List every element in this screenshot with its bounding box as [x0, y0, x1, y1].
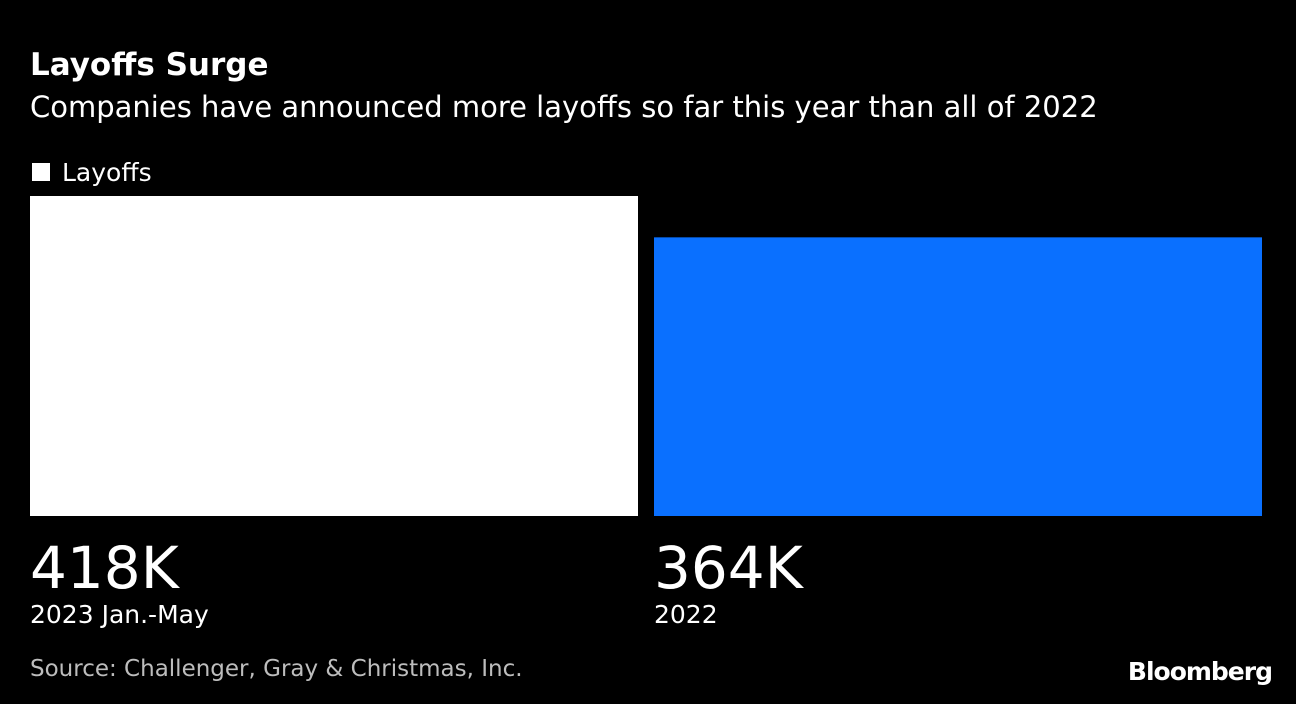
chart-subtitle: Companies have announced more layoffs so… [30, 90, 1098, 124]
value-label: 364K [654, 534, 805, 602]
bar [30, 196, 638, 516]
category-label: 2022 [654, 600, 718, 629]
chart-title: Layoffs Surge [30, 47, 268, 83]
credit: Bloomberg [1128, 657, 1272, 686]
source: Source: Challenger, Gray & Christmas, In… [30, 656, 523, 682]
category-label: 2023 Jan.-May [30, 600, 209, 629]
value-label: 418K [30, 534, 181, 602]
legend-swatch [32, 163, 50, 181]
bar [654, 237, 1262, 516]
legend-label: Layoffs [62, 158, 152, 187]
